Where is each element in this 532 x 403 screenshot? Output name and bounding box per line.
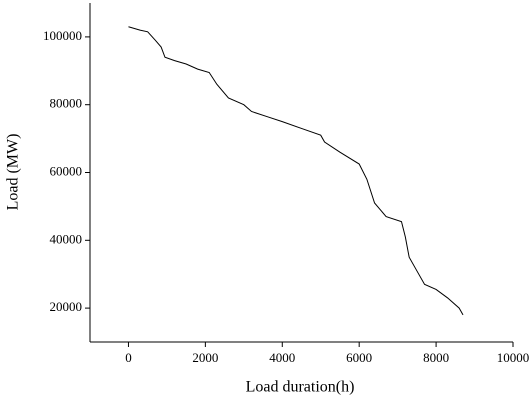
y-tick-label: 60000: [50, 163, 83, 178]
x-tick-label: 0: [125, 350, 132, 365]
x-tick-label: 4000: [269, 350, 295, 365]
x-axis-label: Load duration(h): [246, 379, 355, 396]
y-tick-label: 20000: [50, 299, 83, 314]
y-tick-label: 80000: [50, 96, 83, 111]
y-tick-label: 100000: [43, 28, 82, 43]
y-tick-label: 40000: [50, 231, 83, 246]
x-tick-label: 10000: [497, 350, 530, 365]
y-axis-label: Load (MW): [5, 134, 22, 211]
line-series: [128, 26, 464, 316]
x-tick-label: 8000: [423, 350, 449, 365]
x-tick-label: 6000: [346, 350, 372, 365]
x-tick-label: 2000: [192, 350, 218, 365]
